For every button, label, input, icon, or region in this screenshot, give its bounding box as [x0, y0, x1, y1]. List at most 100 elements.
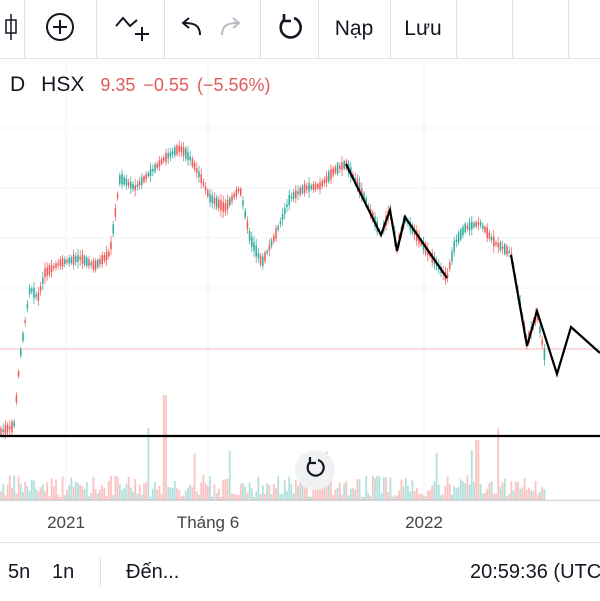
volume-bar — [402, 486, 405, 500]
volume-bar — [396, 495, 398, 500]
candle-body — [268, 244, 271, 251]
volume-bar — [19, 483, 22, 500]
volume-bar — [316, 480, 319, 500]
candle-body — [341, 162, 343, 171]
candle-body — [240, 188, 242, 196]
volume-bar — [110, 476, 112, 500]
volume-bar — [191, 487, 194, 500]
volume-bar — [114, 475, 117, 500]
redo-icon — [218, 15, 246, 44]
candle-body — [308, 183, 310, 192]
candle-body — [81, 254, 84, 264]
indicators-button[interactable] — [102, 0, 162, 58]
x-tick-thang6: Tháng 6 — [176, 513, 240, 532]
goto-date-button[interactable]: Đến... — [126, 561, 180, 583]
reload-button[interactable] — [266, 0, 314, 58]
volume-bar — [453, 486, 456, 500]
volume-bar — [534, 481, 537, 500]
candle-body — [262, 256, 264, 266]
candle-body — [24, 320, 26, 323]
candle-body — [486, 227, 488, 238]
candle-body — [101, 255, 103, 265]
candle-body — [149, 168, 152, 176]
volume-bar — [446, 476, 449, 500]
redo-button[interactable] — [212, 0, 252, 58]
volume-bar — [310, 496, 313, 500]
candle-body — [185, 148, 187, 159]
volume-bar — [473, 481, 475, 500]
candle-body — [6, 424, 9, 433]
volume-bar — [393, 495, 396, 500]
volume-bar — [59, 496, 62, 500]
volume-bar — [448, 484, 451, 500]
load-layout-button[interactable]: Nạp — [334, 17, 374, 40]
volume-bar — [523, 478, 526, 500]
chart-grid — [0, 58, 600, 500]
volume-bar — [151, 488, 154, 500]
symbol-legend: D HSX 9.35 −0.55 (−5.56%) — [10, 70, 279, 100]
chart-type-button[interactable] — [0, 0, 22, 58]
volume-bar — [46, 482, 49, 500]
candle-body — [284, 208, 286, 214]
candle-body — [457, 232, 460, 243]
range-1y-button[interactable]: 1n — [52, 561, 75, 583]
candle-body — [286, 204, 288, 208]
volume-bar — [365, 475, 368, 500]
volume-bar — [206, 486, 209, 500]
clock-display[interactable]: 20:59:36 (UTC — [470, 561, 600, 583]
volume-bar — [220, 497, 222, 500]
volume-bar — [442, 494, 445, 500]
candle-body — [26, 303, 29, 309]
candle-body — [336, 163, 339, 174]
candle-body — [178, 145, 180, 152]
volume-bar — [429, 490, 431, 500]
candle-body — [15, 395, 18, 403]
volume-bar — [123, 488, 126, 500]
volume-bar — [444, 486, 447, 500]
candle-body — [17, 371, 20, 377]
volume-bar — [528, 487, 530, 500]
price-chart[interactable] — [0, 58, 600, 500]
candle-body — [266, 251, 268, 254]
volume-bar — [70, 477, 73, 500]
candle-body — [499, 242, 502, 251]
volume-bar — [204, 483, 207, 500]
candle-body — [158, 160, 161, 167]
candle-body — [48, 265, 51, 275]
volume-bar — [257, 476, 260, 500]
volume-bar — [356, 479, 359, 500]
compare-add-button[interactable] — [30, 0, 90, 58]
candle-body — [541, 339, 543, 345]
volume-bar — [55, 479, 57, 500]
candle-body — [306, 186, 308, 190]
volume-bar — [136, 493, 139, 500]
volume-bar — [481, 493, 484, 500]
volume-bar — [400, 479, 403, 500]
candle-body — [39, 286, 42, 292]
volume-bar — [343, 483, 346, 500]
volume-bar — [512, 490, 515, 500]
volume-bar — [37, 491, 40, 500]
interval-label[interactable]: D — [10, 73, 26, 96]
candle-body — [88, 259, 90, 267]
volume-bar — [6, 484, 9, 500]
volume-bar — [52, 486, 55, 500]
volume-bar — [105, 496, 108, 500]
range-5y-button[interactable]: 5n — [8, 561, 31, 583]
volume-bar — [457, 487, 460, 500]
volume-bar — [211, 496, 214, 500]
volume-bar — [510, 481, 513, 500]
volume-bar — [380, 493, 383, 500]
volume-bar — [74, 481, 77, 500]
volume-bar — [506, 496, 508, 500]
volume-bar — [433, 481, 436, 500]
candle-body — [42, 277, 44, 284]
volume-bar — [517, 481, 519, 500]
undo-button[interactable] — [170, 0, 210, 58]
reset-chart-button[interactable] — [295, 450, 335, 490]
volume-bar — [341, 495, 343, 500]
candle-body — [207, 190, 209, 197]
time-axis[interactable]: 2021 Tháng 6 2022 — [0, 500, 600, 543]
save-layout-button[interactable]: Lưu — [404, 17, 442, 40]
candle-body — [2, 429, 4, 432]
